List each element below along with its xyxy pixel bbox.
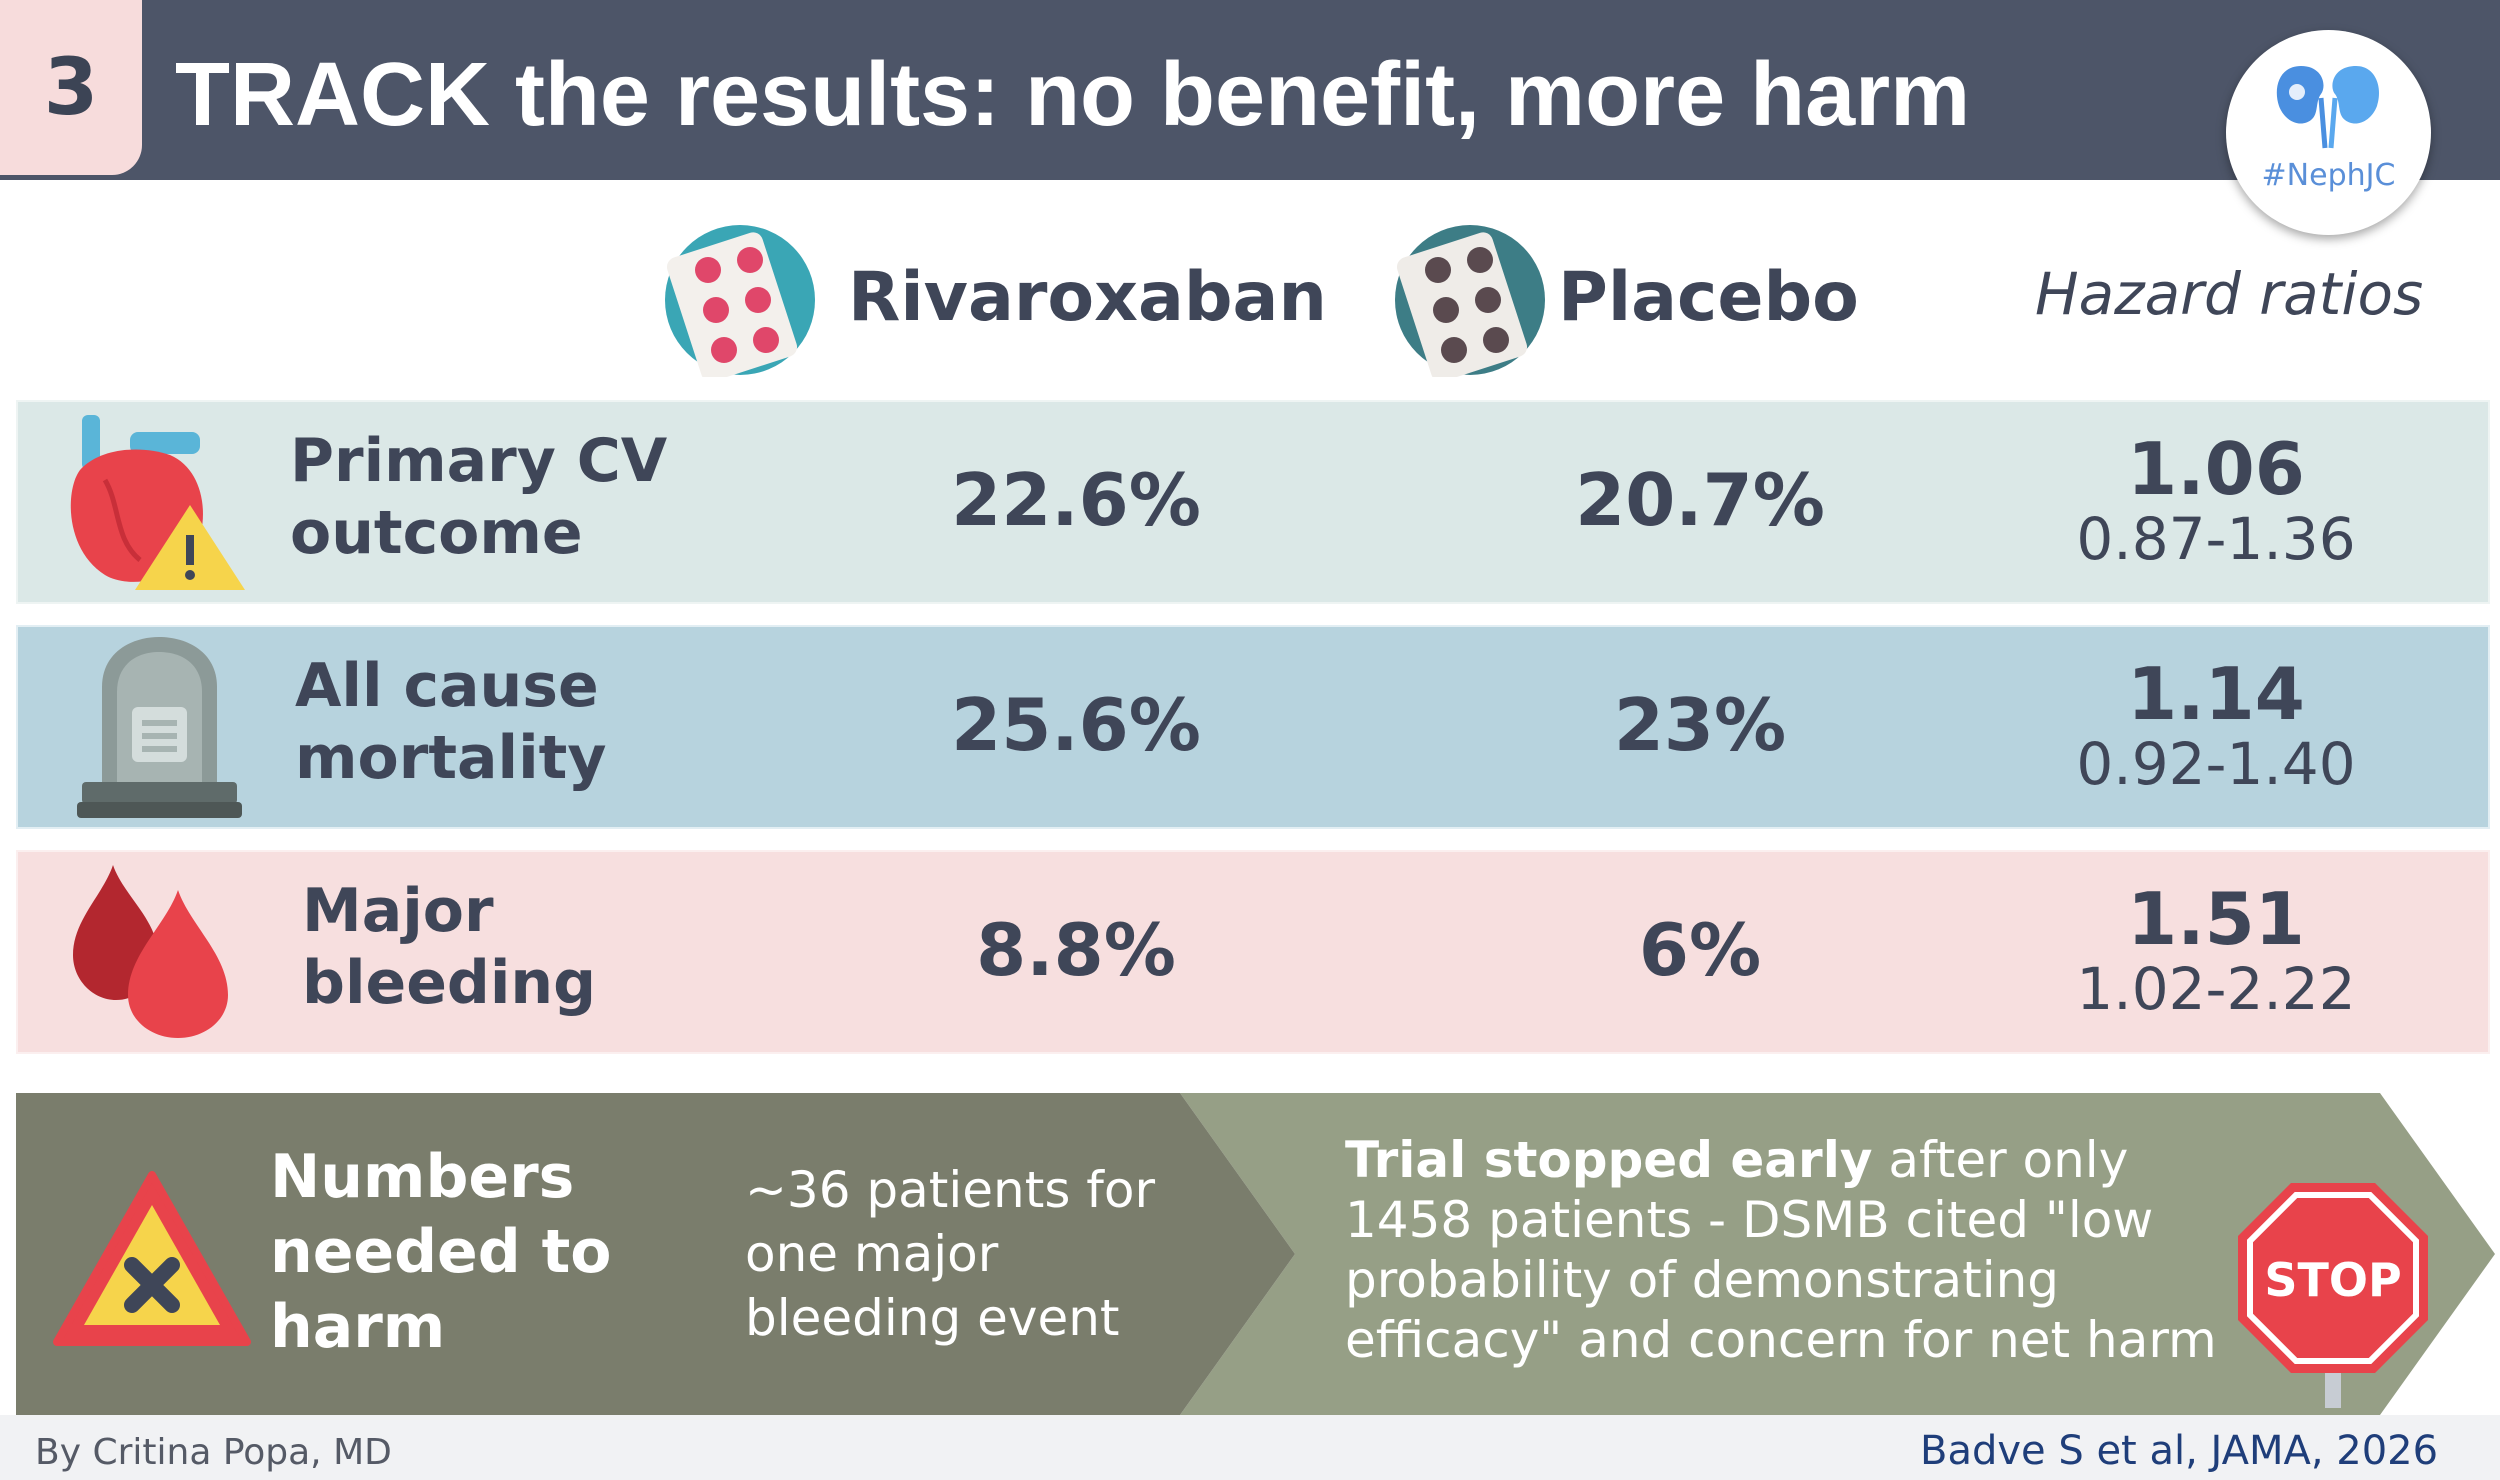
trial-stopped-detail: after only 1458 patients - DSMB cited "l… (1345, 1131, 2217, 1369)
nnh-value: ~36 patients for one major bleeding even… (745, 1158, 1155, 1350)
row-label-line2: bleeding (302, 948, 597, 1018)
pill-pack-placebo-icon (1395, 225, 1545, 377)
row-label-primary-cv: Primary CV outcome (290, 425, 667, 569)
row-label-line2: outcome (290, 498, 583, 568)
nnh-heading-line2: needed to (270, 1217, 612, 1287)
placebo-value: 20.7% (1575, 458, 1825, 542)
trial-stopped-note: Trial stopped early after only 1458 pati… (1345, 1130, 2235, 1370)
nnh-heading-line3: harm (270, 1292, 446, 1362)
column-header-placebo: Placebo (1558, 258, 1859, 337)
row-label-line1: Primary CV (290, 426, 668, 496)
stop-sign-label: STOP (2264, 1253, 2401, 1307)
rivaroxaban-value: 8.8% (976, 908, 1176, 992)
nnh-heading-line1: Numbers (270, 1142, 575, 1212)
step-number: 3 (43, 42, 99, 133)
step-badge: 3 (0, 0, 142, 175)
row-label-line1: Major (302, 876, 494, 946)
nnh-value-line2: one major (745, 1225, 999, 1283)
logo-hashtag: #NephJC (2261, 158, 2396, 193)
confidence-interval: 0.92-1.40 (2076, 730, 2356, 798)
row-label-major-bleeding: Major bleeding (302, 875, 596, 1019)
placebo-value: 6% (1638, 908, 1762, 992)
row-label-line2: mortality (295, 723, 607, 793)
column-header-hazard-ratios: Hazard ratios (2035, 260, 2424, 328)
stop-sign-icon: STOP (2238, 1183, 2428, 1408)
confidence-interval: 0.87-1.36 (2076, 505, 2356, 573)
tombstone-icon (77, 637, 242, 818)
hazard-ratio: 1.51 1.02-2.22 (2016, 882, 2416, 1022)
page-title: TRACK the results: no benefit, more harm (175, 45, 1971, 145)
nephjc-logo: #NephJC (2226, 30, 2431, 235)
nnh-value-line3: bleeding event (745, 1289, 1120, 1347)
footer-bar (0, 1415, 2500, 1480)
hazard-ratio-value: 1.14 (2127, 652, 2305, 736)
trial-stopped-bold: Trial stopped early (1345, 1131, 1873, 1189)
placebo-value: 23% (1613, 683, 1787, 767)
nnh-value-line1: ~36 patients for (745, 1161, 1156, 1219)
kidney-icon (2276, 66, 2380, 149)
header-bar (0, 0, 2500, 180)
citation: Badve S et al, JAMA, 2026 (1920, 1428, 2439, 1474)
row-label-all-cause-mortality: All cause mortality (295, 650, 606, 794)
hazard-ratio: 1.06 0.87-1.36 (2016, 432, 2416, 572)
column-header-rivaroxaban: Rivaroxaban (848, 258, 1327, 337)
heart-warning-icon (70, 415, 245, 590)
rivaroxaban-value: 22.6% (951, 458, 1201, 542)
nnh-heading: Numbers needed to harm (270, 1140, 611, 1365)
confidence-interval: 1.02-2.22 (2076, 955, 2356, 1023)
rivaroxaban-value: 25.6% (951, 683, 1201, 767)
hazard-ratio-value: 1.06 (2127, 427, 2305, 511)
table-row (16, 400, 2490, 604)
pill-pack-red-icon (665, 225, 815, 377)
table-row (16, 850, 2490, 1054)
author-credit: By Critina Popa, MD (35, 1432, 392, 1473)
blood-drops-icon (73, 865, 228, 1038)
table-row (16, 625, 2490, 829)
hazard-ratio: 1.14 0.92-1.40 (2016, 657, 2416, 797)
hazard-warning-icon (53, 1171, 251, 1346)
row-label-line1: All cause (295, 651, 599, 721)
bottom-banner (16, 1093, 2495, 1415)
hazard-ratio-value: 1.51 (2127, 877, 2305, 961)
